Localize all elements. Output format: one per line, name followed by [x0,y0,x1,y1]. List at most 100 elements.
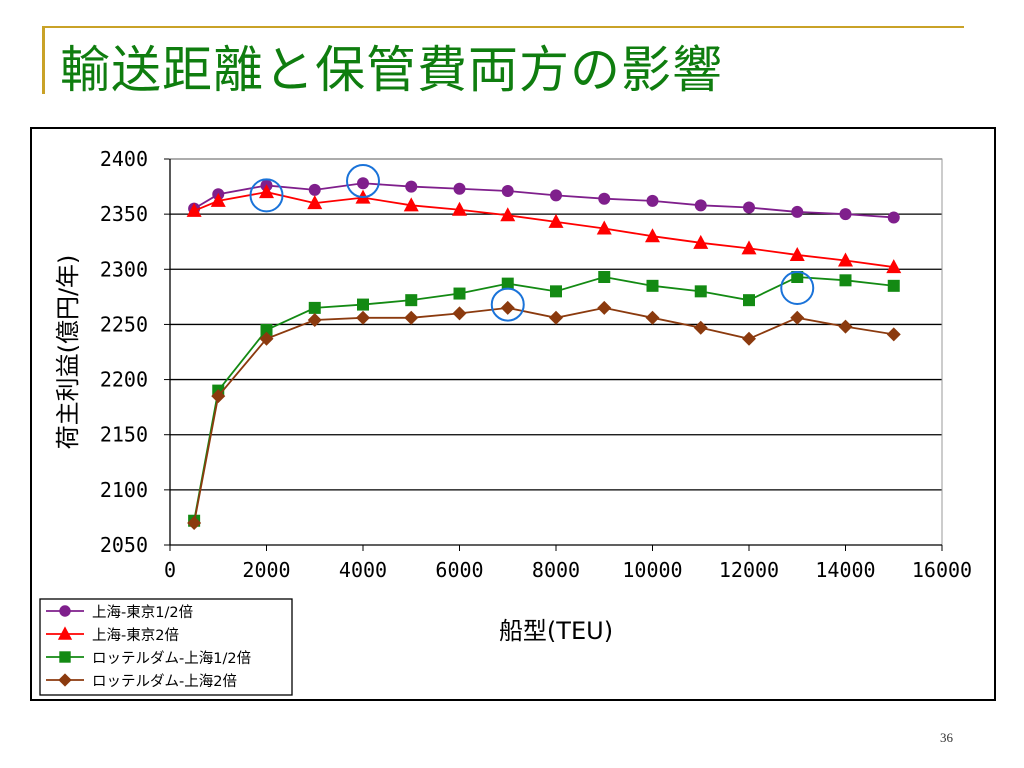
highlight-circle [346,164,380,199]
y-tick-label: 2350 [100,202,148,226]
series-line [193,276,894,521]
x-tick-label: 16000 [912,558,972,582]
data-point [550,189,562,202]
data-point [187,515,202,530]
series-4 [187,300,901,530]
x-tick-label: 0 [164,558,176,582]
data-point [357,298,369,311]
data-point [260,323,273,336]
legend-label: ロッテルダム-上海1/2倍 [92,650,251,667]
x-tick-label: 6000 [435,558,483,582]
data-point [500,300,515,315]
legend-marker [57,626,73,640]
data-point [598,271,611,284]
data-point [741,240,757,255]
series-line [193,306,894,524]
y-tick-label: 2250 [100,312,148,336]
series-3 [188,271,900,527]
data-point [549,310,563,325]
x-tick-label: 14000 [815,558,875,582]
chart-frame: 2050 2100 2150 2200 2250 2300 2350 2400 0 2000 400… [30,127,996,701]
x-tick-label: 10000 [622,558,682,582]
data-point [791,205,804,218]
slide-title: 輸送距離と保管費両方の影響 [60,41,723,99]
data-point [501,184,514,197]
data-point [211,389,226,404]
data-point [598,192,611,205]
series-2 [186,184,902,274]
data-point [453,182,466,195]
y-tick-label: 2100 [100,478,148,502]
data-point [742,331,756,346]
title-accent-bar-horizontal [42,26,964,28]
data-point [694,199,707,212]
x-tick-label: 12000 [719,558,779,582]
data-point [838,252,853,267]
data-point [500,207,516,222]
data-point [646,194,659,207]
data-point [356,310,370,325]
data-point [403,197,419,212]
data-point [307,195,323,210]
legend-box [39,598,293,696]
data-point [694,285,707,298]
data-point [452,201,467,216]
data-point [452,306,467,321]
data-point [743,201,755,214]
data-point [501,277,514,290]
data-point [308,301,321,314]
data-point [839,274,852,287]
data-point [887,279,900,292]
data-point [693,320,708,335]
data-point [550,285,562,298]
y-tick-label: 2200 [100,368,148,392]
page-number: 36 [940,730,953,745]
data-point [886,259,902,274]
data-point [646,279,659,292]
data-point [259,184,274,199]
x-tick-label: 4000 [339,558,387,582]
data-point [186,202,202,217]
legend-marker [59,651,71,663]
data-point [645,228,660,243]
legend-label: ロッテルダム-上海2倍 [92,673,237,690]
legend-label: 上海-東京2倍 [92,627,179,644]
data-point [789,246,805,261]
legend-marker [58,673,72,687]
data-point [743,294,755,307]
highlight-circle [249,178,284,213]
data-point [308,183,321,196]
y-tick-label: 2150 [100,423,148,447]
data-point [790,310,805,325]
data-point [210,192,226,207]
data-point [307,313,322,328]
data-point [405,294,418,307]
legend-marker [59,605,71,617]
data-point [357,177,369,190]
data-point [596,220,612,235]
y-axis-title: 荷主利益(億円/年) [54,255,82,450]
data-point [548,213,564,228]
series-line [193,182,894,219]
legend-label: 上海-東京1/2倍 [92,604,193,621]
data-point [791,271,804,284]
data-point [597,300,612,315]
title-accent-bar-vertical [42,26,45,94]
data-point [886,327,901,342]
series-line [193,191,894,268]
data-point [259,331,274,346]
data-point [453,287,466,300]
line-chart: 2050 2100 2150 2200 2250 2300 2350 2400 0 2000 400… [39,147,972,696]
data-point [887,211,900,224]
y-tick-label: 2050 [100,533,148,557]
y-tick-label: 2400 [100,147,148,171]
data-point [405,180,418,193]
x-axis-title: 船型(TEU) [499,617,613,645]
highlight-circle [780,271,815,306]
data-point [404,310,419,325]
data-point [839,208,852,221]
data-point [693,234,709,249]
series-1 [188,177,900,224]
data-point [838,319,853,334]
